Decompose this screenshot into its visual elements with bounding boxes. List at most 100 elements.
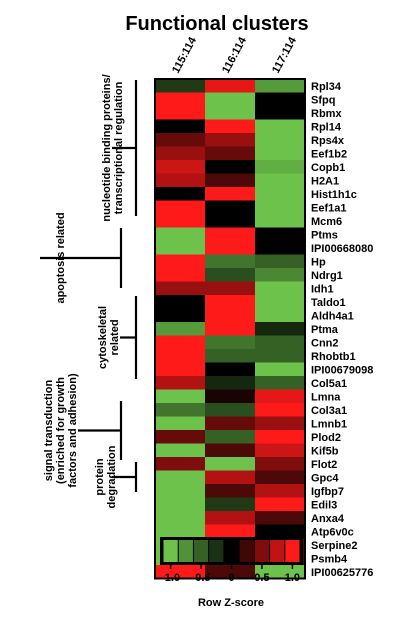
heatmap-cell	[205, 457, 255, 471]
heatmap-cell	[155, 308, 205, 323]
heatmap-cell	[255, 254, 305, 269]
cluster-label: cytoskeletalrelated	[97, 306, 121, 369]
color-scale-tick-label: 1.0	[285, 572, 300, 584]
heatmap-cell	[155, 565, 205, 579]
cluster-annotations: nucleotide binding proteins/transcriptio…	[40, 74, 138, 508]
row-label: Sfpq	[311, 94, 335, 106]
row-label: Psmb4	[311, 553, 348, 565]
heatmap-cell	[155, 241, 205, 255]
row-label: Ptms	[311, 229, 338, 241]
heatmap-cell	[155, 470, 205, 485]
heatmap-cell	[255, 322, 305, 336]
heatmap-cell	[155, 457, 205, 471]
heatmap-cell	[205, 146, 255, 161]
heatmap-cell	[155, 362, 205, 377]
heatmap-cell	[255, 308, 305, 323]
heatmap-cell	[255, 79, 305, 93]
color-scale-tick-label: -0.5	[192, 572, 211, 584]
heatmap-cell	[255, 106, 305, 120]
row-label: H2A1	[311, 175, 339, 187]
row-label: Taldo1	[311, 297, 346, 309]
heatmap-cell	[205, 443, 255, 458]
heatmap-cell	[255, 416, 305, 431]
heatmap-cell	[205, 497, 255, 512]
row-label: Eef1a1	[311, 202, 346, 214]
heatmap-cell	[205, 241, 255, 255]
heatmap-cell	[205, 349, 255, 363]
row-label: Rhobtb1	[311, 351, 356, 363]
heatmap-cell	[255, 146, 305, 161]
row-label: Idh1	[311, 283, 334, 295]
heatmap-cell	[155, 227, 205, 242]
heatmap-cell	[155, 430, 205, 444]
heatmap-cell	[205, 524, 255, 539]
heatmap-cell	[255, 200, 305, 215]
heatmap-cell	[155, 79, 205, 93]
heatmap-cell	[205, 308, 255, 323]
heatmap-cells	[154, 78, 306, 580]
heatmap-cell	[255, 524, 305, 539]
row-label: Serpine2	[311, 540, 357, 552]
cluster-label: nucleotide binding proteins/transcriptio…	[101, 74, 125, 221]
heatmap-cell	[155, 484, 205, 498]
row-label: Ptma	[311, 324, 339, 336]
heatmap-cell	[255, 92, 305, 107]
column-label: 117:114	[270, 34, 299, 75]
row-label: Gpc4	[311, 472, 339, 484]
column-label: 115:114	[170, 34, 199, 75]
column-labels: 115:114 116:114 117:114	[170, 34, 299, 75]
heatmap-cell	[255, 443, 305, 458]
heatmap-cell	[205, 403, 255, 417]
color-scale-swatch	[209, 540, 224, 562]
heatmap-cell	[155, 133, 205, 147]
color-scale-tick-label: 0	[228, 572, 234, 584]
heatmap-cell	[205, 295, 255, 309]
heatmap-cell	[155, 173, 205, 188]
row-label: Hist1h1c	[311, 189, 357, 201]
heatmap-cell	[155, 295, 205, 309]
heatmap-cell	[155, 281, 205, 296]
row-label: IPI00625776	[311, 567, 373, 579]
heatmap-cell	[255, 457, 305, 471]
heatmap-cell	[255, 214, 305, 228]
heatmap-cell	[155, 403, 205, 417]
row-label: Rpl34	[311, 81, 342, 93]
heatmap-cell	[255, 241, 305, 255]
row-label: Ndrg1	[311, 270, 343, 282]
heatmap-cell	[255, 511, 305, 525]
heatmap-cell	[255, 227, 305, 242]
row-label: Edil3	[311, 499, 337, 511]
heatmap-cell	[205, 79, 255, 93]
heatmap-cell	[255, 389, 305, 404]
heatmap-cell	[205, 389, 255, 404]
heatmap-cell	[205, 416, 255, 431]
heatmap-cell	[255, 349, 305, 363]
heatmap-cell	[255, 403, 305, 417]
heatmap-cell	[205, 511, 255, 525]
row-label: IPI00679098	[311, 364, 373, 376]
heatmap-cell	[205, 214, 255, 228]
heatmap-cell	[155, 376, 205, 390]
heatmap-cell	[155, 268, 205, 282]
color-scale-swatch	[239, 540, 254, 562]
heatmap-cell	[155, 160, 205, 174]
row-label: Cnn2	[311, 337, 339, 349]
heatmap-cell	[155, 335, 205, 350]
heatmap-cell	[205, 106, 255, 120]
heatmap-cell	[255, 173, 305, 188]
cluster-label: signal transduction(enriched for growthf…	[43, 373, 79, 488]
color-scale-swatch	[224, 540, 239, 562]
color-scale-swatch	[178, 540, 193, 562]
heatmap-cell	[205, 119, 255, 134]
chart-title: Functional clusters	[125, 13, 308, 35]
heatmap-cell	[205, 173, 255, 188]
heatmap-cell	[155, 389, 205, 404]
row-label: Col3a1	[311, 405, 347, 417]
heatmap-cell	[255, 160, 305, 174]
row-label: Flot2	[311, 459, 337, 471]
heatmap-cell	[155, 106, 205, 120]
color-scale-swatch	[163, 540, 178, 562]
heatmap-cell	[205, 268, 255, 282]
